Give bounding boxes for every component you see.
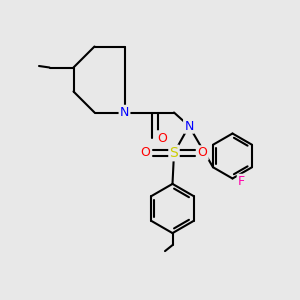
Text: N: N [184, 119, 194, 133]
Text: F: F [238, 175, 245, 188]
Text: S: S [169, 146, 178, 160]
Text: O: O [141, 146, 150, 160]
Text: N: N [120, 106, 129, 119]
Text: O: O [157, 131, 167, 145]
Text: O: O [198, 146, 207, 160]
